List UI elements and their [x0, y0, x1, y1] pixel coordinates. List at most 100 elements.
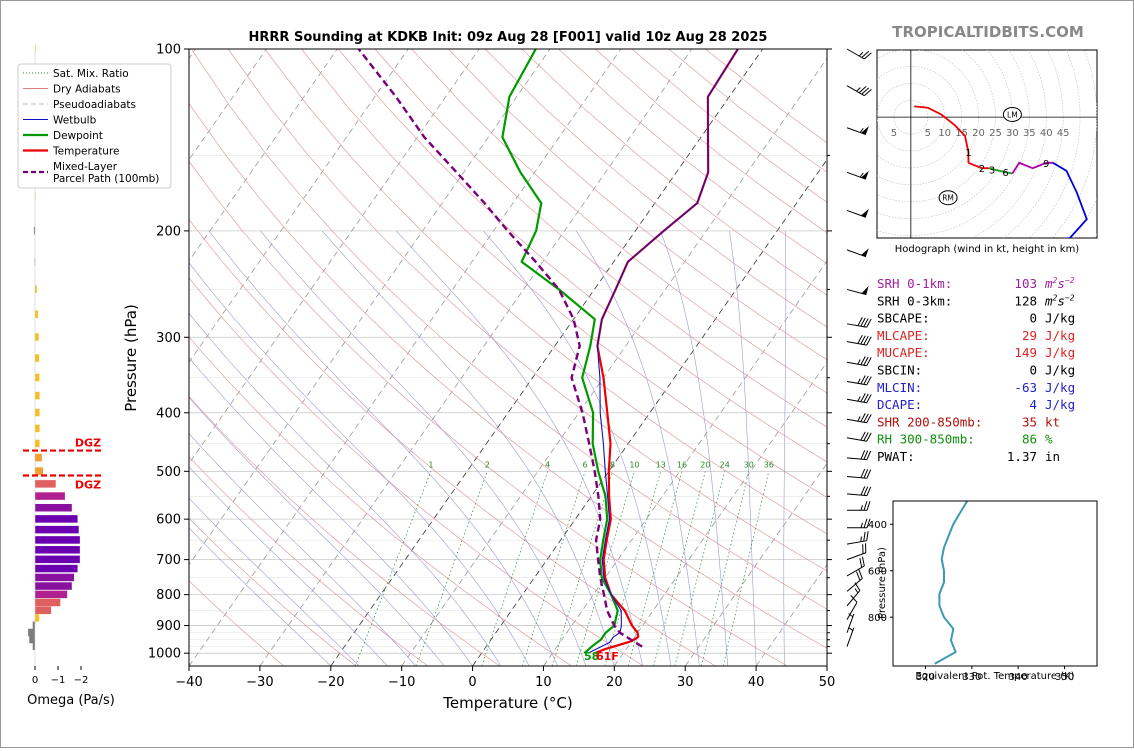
wind-barb	[847, 469, 871, 478]
dry-adiabat	[81, 49, 715, 666]
mixing-ratio-label: 6	[583, 460, 588, 469]
omega-bar	[35, 310, 38, 318]
theta-y-tick-label: 400	[868, 520, 887, 531]
legend-label: Pseudoadiabats	[53, 99, 136, 111]
hodo-height-label: 3	[989, 166, 995, 177]
hodo-ring-label: 10	[938, 128, 951, 139]
p-tick-label: 700	[156, 553, 181, 568]
hodo-ring-label: 35	[1023, 128, 1036, 139]
index-name: MUCAPE:	[877, 345, 930, 360]
index-unit: J/kg	[1045, 380, 1075, 395]
hodo-ring-label: 30	[1006, 128, 1019, 139]
wind-barb	[847, 393, 871, 402]
mixing-ratio-line	[628, 471, 682, 666]
x-tick-label: −40	[175, 675, 202, 690]
hodo-ring-label: 25	[989, 128, 1002, 139]
dgz-label: DGZ	[75, 437, 101, 450]
theta-e-ylabel: Pressure (hPa)	[877, 547, 888, 619]
unit-part: s	[1057, 276, 1065, 291]
index-value: 0	[1029, 363, 1037, 378]
index-unit: J/kg	[1045, 363, 1075, 378]
barb-flag	[867, 531, 868, 540]
x-tick-label: 20	[606, 675, 623, 690]
omega-bar	[35, 440, 40, 448]
barb-pennant	[861, 286, 868, 295]
omega-bar	[35, 354, 39, 362]
surface-temp-label: 61F	[596, 650, 619, 663]
dry-adiabat	[191, 49, 931, 666]
barb-half-flag	[858, 397, 860, 402]
barb-half-flag	[855, 588, 858, 592]
series-dewpoint	[502, 49, 617, 653]
mixing-ratio-label: 4	[545, 460, 550, 469]
barb-staff	[847, 381, 867, 384]
barb-staff	[847, 250, 866, 257]
wind-barb	[847, 126, 869, 134]
barb-flag	[864, 532, 865, 541]
omega-bar	[35, 467, 43, 475]
barb-flag	[867, 501, 870, 510]
chart-title: HRRR Sounding at KDKB Init: 09z Aug 28 […	[249, 30, 768, 45]
omega-bar	[35, 582, 72, 590]
wind-barb	[847, 317, 871, 327]
pseudo-adiabat	[66, 231, 445, 666]
omega-bar	[35, 614, 39, 622]
barb-flag	[862, 557, 864, 566]
index-name: MLCAPE:	[877, 328, 930, 343]
legend-label: Temperature	[52, 146, 120, 158]
index-name: SBCAPE:	[877, 311, 930, 326]
series-wetbulb	[588, 49, 738, 653]
barb-flag	[860, 558, 862, 567]
theta-e-frame	[893, 501, 1097, 666]
index-unit: in	[1045, 449, 1060, 464]
hodo-ring-label: 45	[1057, 128, 1070, 139]
index-value: -63	[1014, 380, 1037, 395]
hodo-height-label: 2	[979, 164, 985, 175]
isotherm	[189, 49, 621, 666]
mixing-ratio-label: 8	[610, 460, 615, 469]
barb-half-flag	[859, 52, 863, 56]
dgz-label: DGZ	[75, 478, 101, 491]
wind-barb	[847, 519, 870, 528]
hodo-ring-label: 5	[925, 128, 931, 139]
barb-half-flag	[857, 88, 861, 92]
hodo-height-label: 9	[1043, 159, 1049, 170]
index-unit: m2s−2	[1044, 276, 1075, 291]
mixing-ratio-line	[416, 471, 487, 666]
omega-bar	[35, 574, 74, 582]
x-tick-label: −20	[317, 675, 344, 690]
wind-barb	[847, 486, 871, 495]
p-tick-label: 100	[156, 43, 181, 58]
dry-adiabat	[118, 49, 787, 666]
hodo-ring-label: 5	[891, 128, 897, 139]
omega-bar	[35, 536, 80, 544]
wind-barb	[847, 570, 862, 592]
brand-logo: TROPICALTIDBITS.COM	[892, 23, 1084, 41]
legend-label: Parcel Path (100mb)	[53, 173, 159, 185]
p-tick-label: 500	[156, 465, 181, 480]
x-tick-label: 30	[677, 675, 694, 690]
index-unit: J/kg	[1045, 311, 1075, 326]
barb-flag	[859, 570, 862, 579]
skewt-ylabel: Pressure (hPa)	[122, 304, 140, 412]
omega-bar	[35, 504, 72, 512]
mixing-ratio-line	[675, 471, 725, 666]
omega-bar	[35, 556, 80, 564]
omega-bar	[35, 565, 78, 573]
wind-barb	[847, 209, 869, 217]
wind-barb	[847, 432, 871, 441]
omega-bar	[35, 492, 65, 500]
wind-barb	[847, 557, 864, 576]
isotherm	[473, 49, 905, 666]
omega-bar	[33, 643, 35, 651]
pseudo-adiabat	[128, 231, 501, 666]
x-tick-label: 50	[819, 675, 836, 690]
barb-flag	[851, 595, 857, 602]
wind-barbs	[847, 49, 871, 647]
index-name: SRH 0-1km:	[877, 276, 952, 291]
p-tick-label: 400	[156, 406, 181, 421]
hodo-height-label: 1	[965, 148, 971, 159]
index-unit: J/kg	[1045, 397, 1075, 412]
mixing-ratio-label: 30	[744, 460, 754, 469]
omega-tick-label: 0	[32, 675, 38, 686]
